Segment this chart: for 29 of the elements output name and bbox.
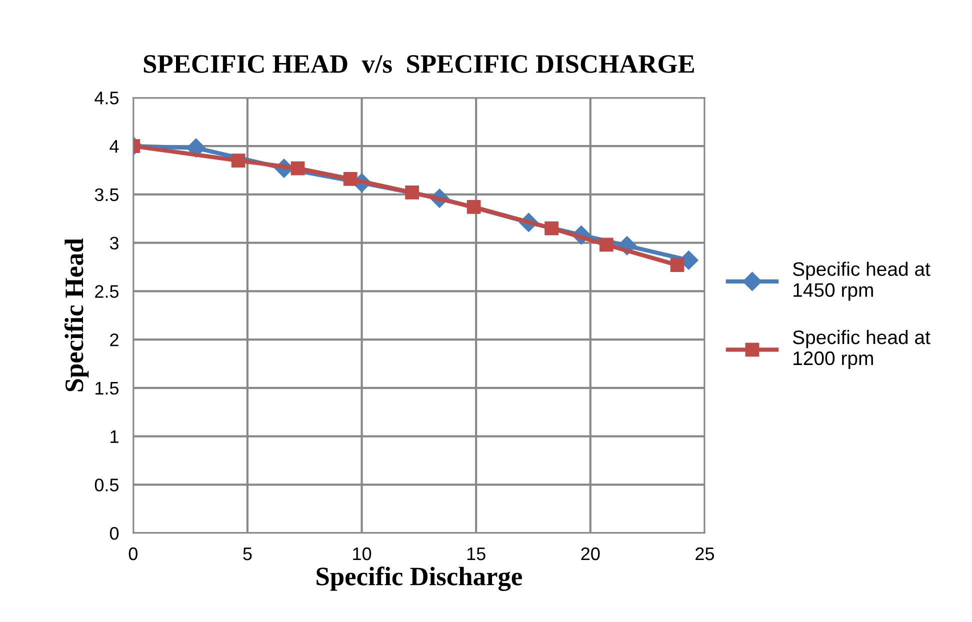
- point: [544, 221, 558, 236]
- legend-label: Specific head at 1200 rpm: [792, 330, 930, 370]
- chart-title: SPECIFIC HEAD v/s SPECIFIC DISCHARGE: [144, 55, 694, 73]
- point: [599, 238, 614, 252]
- x-tick-label: 25: [696, 547, 714, 560]
- y-tick-label: 4.5: [94, 92, 119, 104]
- point: [466, 200, 481, 214]
- legend-label: Specific head at 1450 rpm: [792, 262, 930, 301]
- y-axis-title: Specific Head: [64, 238, 89, 392]
- y-tick-label: 2: [110, 333, 118, 346]
- y-tick-label: 1.5: [96, 382, 119, 395]
- y-tick-label: 3: [110, 236, 118, 250]
- x-axis-title: Specific Discharge: [316, 566, 522, 591]
- point: [290, 161, 305, 176]
- point: [343, 172, 358, 186]
- point: [405, 186, 420, 200]
- x-tick-label: 0: [128, 547, 138, 560]
- x-tick-label: 15: [467, 548, 486, 560]
- x-tick-label: 10: [353, 547, 372, 560]
- y-tick-label: 1: [110, 430, 118, 443]
- point: [670, 258, 684, 272]
- y-tick-label: 3.5: [94, 188, 119, 202]
- y-tick-label: 4: [110, 140, 119, 153]
- x-tick-label: 5: [243, 548, 252, 560]
- y-tick-label: 2.5: [95, 285, 119, 298]
- x-tick-label: 20: [581, 547, 600, 560]
- y-tick-label: 0: [110, 526, 119, 540]
- point: [231, 154, 246, 168]
- y-tick-label: 0.5: [94, 478, 119, 492]
